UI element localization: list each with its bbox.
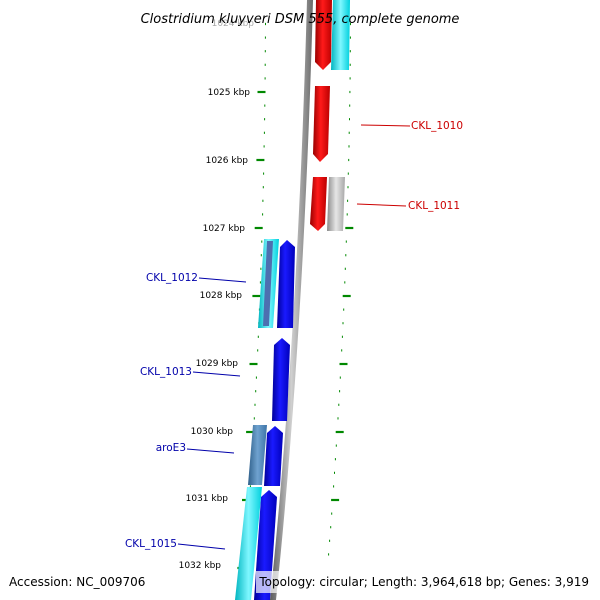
gene-label-ckl1010: CKL_1010 <box>411 120 463 132</box>
cds-feature-aroe3 <box>264 426 283 486</box>
tick-label: 1029 kbp <box>196 359 239 369</box>
feature-steel-aroe3 <box>248 425 267 485</box>
feature-steel-ckl1012 <box>263 241 273 326</box>
inner-misc-features <box>235 239 279 600</box>
forward-strand-features <box>310 0 332 231</box>
footer-summary-background <box>256 571 592 593</box>
cds-feature-ckl1013 <box>272 338 290 421</box>
gene-labels: CKL_1010 CKL_1011 CKL_1012 CKL_1013 aroE… <box>125 120 463 550</box>
leader-line-aroe3 <box>186 448 235 454</box>
tick-label: 1027 kbp <box>203 224 246 234</box>
feature-cyan-ckl1015 <box>235 487 262 600</box>
genome-title: Clostridium kluyveri DSM 555, complete g… <box>141 12 460 27</box>
tick-label: 1025 kbp <box>208 88 251 98</box>
leader-line-ckl1015 <box>177 543 226 550</box>
feature-grey-ckl1011 <box>327 177 345 231</box>
leader-line-ckl1011 <box>356 203 407 207</box>
tick-label-partial-top: 1024 kbp <box>212 19 255 29</box>
cds-feature-top-red <box>315 0 332 70</box>
tick-label: 1026 kbp <box>206 156 249 166</box>
leader-line-ckl1013 <box>192 371 241 377</box>
accession-text: Accession: NC_009706 <box>9 575 145 589</box>
gene-label-ckl1012: CKL_1012 <box>146 272 198 284</box>
gene-label-ckl1015: CKL_1015 <box>125 538 177 550</box>
gene-label-aroe3: aroE3 <box>156 442 186 454</box>
cds-feature-ckl1012 <box>277 240 295 328</box>
gene-leader-lines <box>177 124 411 550</box>
leader-line-ckl1012 <box>198 277 247 283</box>
cds-feature-ckl1010 <box>313 86 330 162</box>
tick-label: 1032 kbp <box>179 561 222 571</box>
outer-misc-features <box>327 0 350 231</box>
gene-label-ckl1013: CKL_1013 <box>140 366 192 378</box>
gene-label-ckl1011: CKL_1011 <box>408 200 460 212</box>
leader-line-ckl1010 <box>360 124 411 127</box>
tick-label: 1030 kbp <box>191 427 234 437</box>
tick-label: 1028 kbp <box>200 291 243 301</box>
cds-feature-ckl1011 <box>310 177 327 231</box>
genome-summary-text: Topology: circular; Length: 3,964,618 bp… <box>258 575 589 589</box>
tick-label: 1031 kbp <box>186 494 229 504</box>
scale-tick-labels: 1024 kbp 1025 kbp 1026 kbp 1027 kbp 1028… <box>179 19 255 571</box>
backbone-ring <box>270 0 313 600</box>
feature-cyan-top <box>331 0 350 70</box>
